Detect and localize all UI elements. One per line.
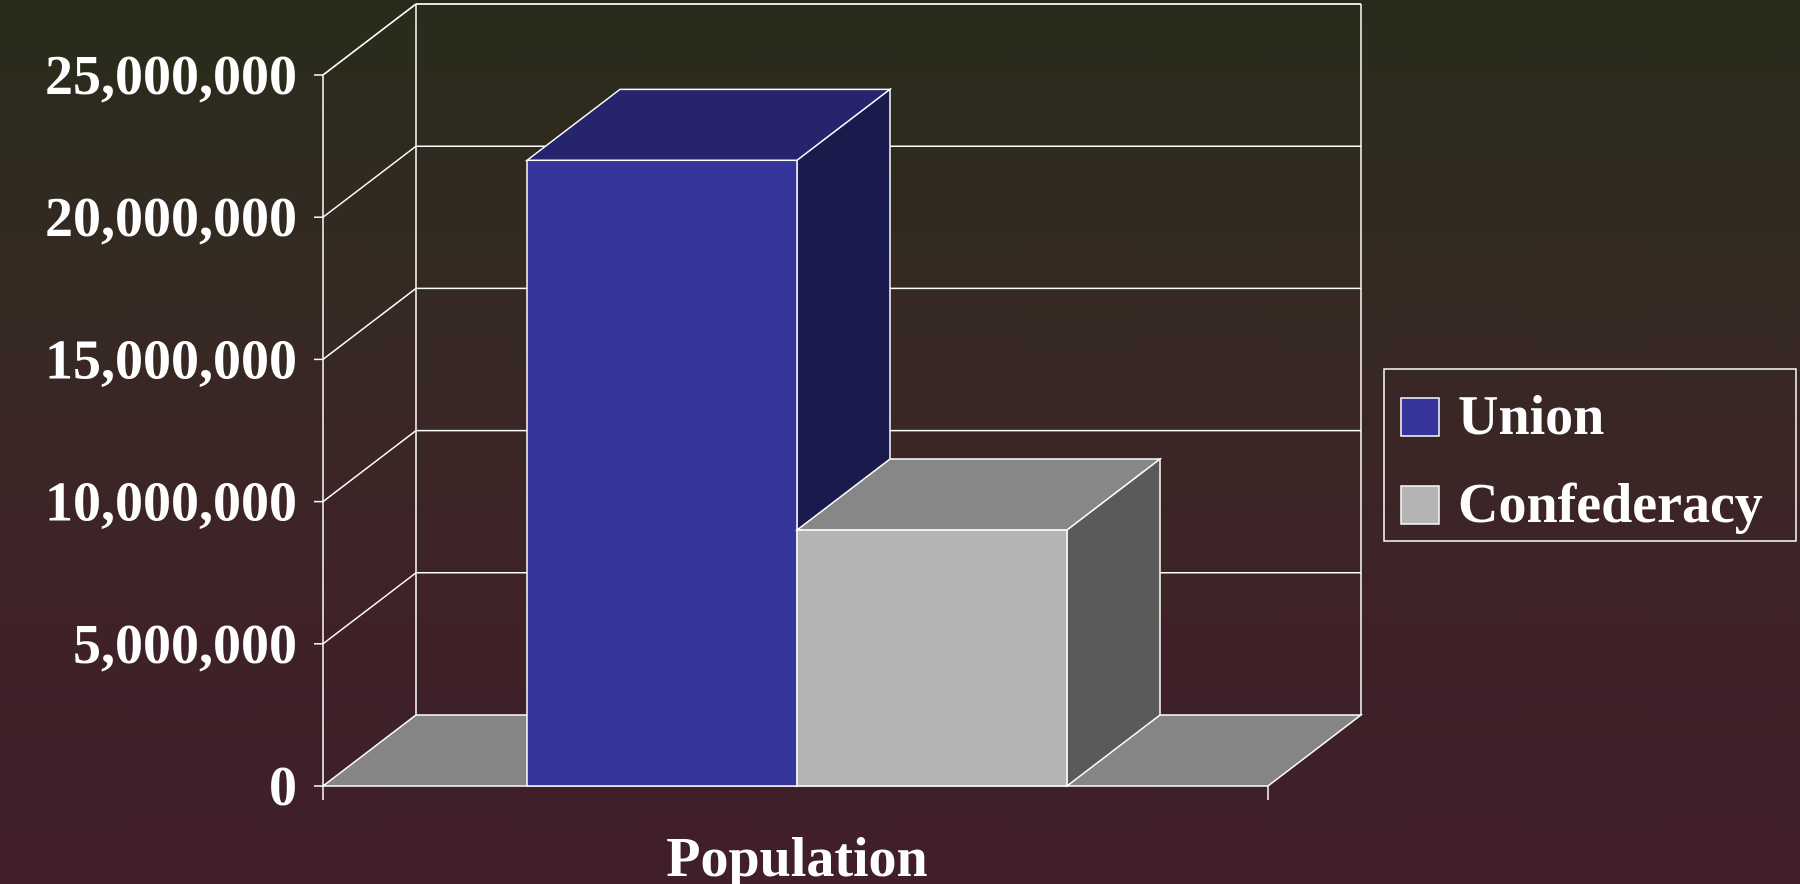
side-gridline (322, 572, 417, 645)
legend-item-confederacy: Confederacy (1400, 473, 1763, 535)
side-gridline (322, 287, 417, 360)
x-axis: Population (666, 827, 927, 884)
legend-label: Union (1458, 385, 1604, 447)
y-tick-label: 10,000,000 (45, 472, 297, 534)
bars (524, 87, 1163, 788)
y-tick-label: 5,000,000 (73, 614, 297, 676)
y-tick-label: 20,000,000 (45, 187, 297, 249)
side-gridline (322, 3, 417, 76)
legend-swatch (1400, 397, 1440, 437)
legend-label: Confederacy (1458, 473, 1763, 535)
legend-box (1383, 368, 1797, 542)
bar-front (526, 159, 798, 787)
y-axis: 0 5,000,000 10,000,000 15,000,000 20,000,000… (45, 45, 1269, 818)
legend-item-union: Union (1400, 385, 1604, 447)
side-gridline (322, 430, 417, 503)
side-gridline (322, 145, 417, 218)
y-tick-label: 15,000,000 (45, 329, 297, 391)
legend-swatch (1400, 485, 1440, 525)
y-tick-label: 0 (269, 756, 297, 818)
legend: Union Confederacy (1383, 368, 1797, 542)
bar-front (796, 529, 1068, 787)
y-tick-label: 25,000,000 (45, 45, 297, 107)
bar-confederacy (794, 457, 1163, 788)
category-label: Population (666, 827, 927, 884)
